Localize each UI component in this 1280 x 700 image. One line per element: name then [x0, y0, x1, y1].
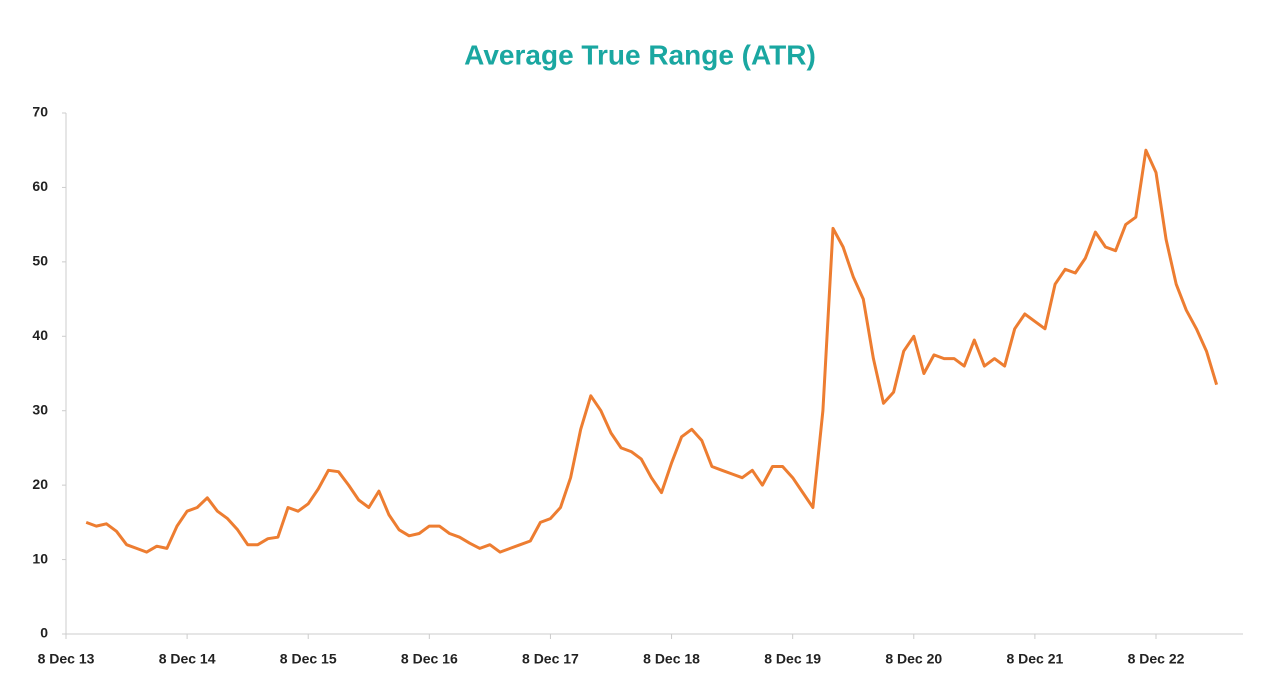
y-tick-label: 70: [32, 104, 48, 120]
x-tick-label: 8 Dec 22: [1128, 651, 1185, 667]
x-tick-label: 8 Dec 15: [280, 651, 337, 667]
y-tick-label: 50: [32, 253, 48, 269]
y-tick-label: 60: [32, 178, 48, 194]
x-tick-label: 8 Dec 19: [764, 651, 821, 667]
x-tick-label: 8 Dec 13: [38, 651, 95, 667]
line-series: [85, 148, 1219, 554]
y-tick-label: 30: [32, 401, 48, 417]
x-tick-label: 8 Dec 20: [885, 651, 942, 667]
chart-title: Average True Range (ATR): [464, 39, 816, 70]
y-tick-label: 40: [32, 327, 48, 343]
y-tick-label: 10: [32, 550, 48, 566]
x-tick-label: 8 Dec 18: [643, 651, 700, 667]
x-tick-label: 8 Dec 17: [522, 651, 579, 667]
y-tick-label: 20: [32, 476, 48, 492]
y-tick-label: 0: [40, 625, 48, 641]
x-tick-label: 8 Dec 16: [401, 651, 458, 667]
x-tick-label: 8 Dec 14: [159, 651, 216, 667]
x-tick-label: 8 Dec 21: [1006, 651, 1063, 667]
